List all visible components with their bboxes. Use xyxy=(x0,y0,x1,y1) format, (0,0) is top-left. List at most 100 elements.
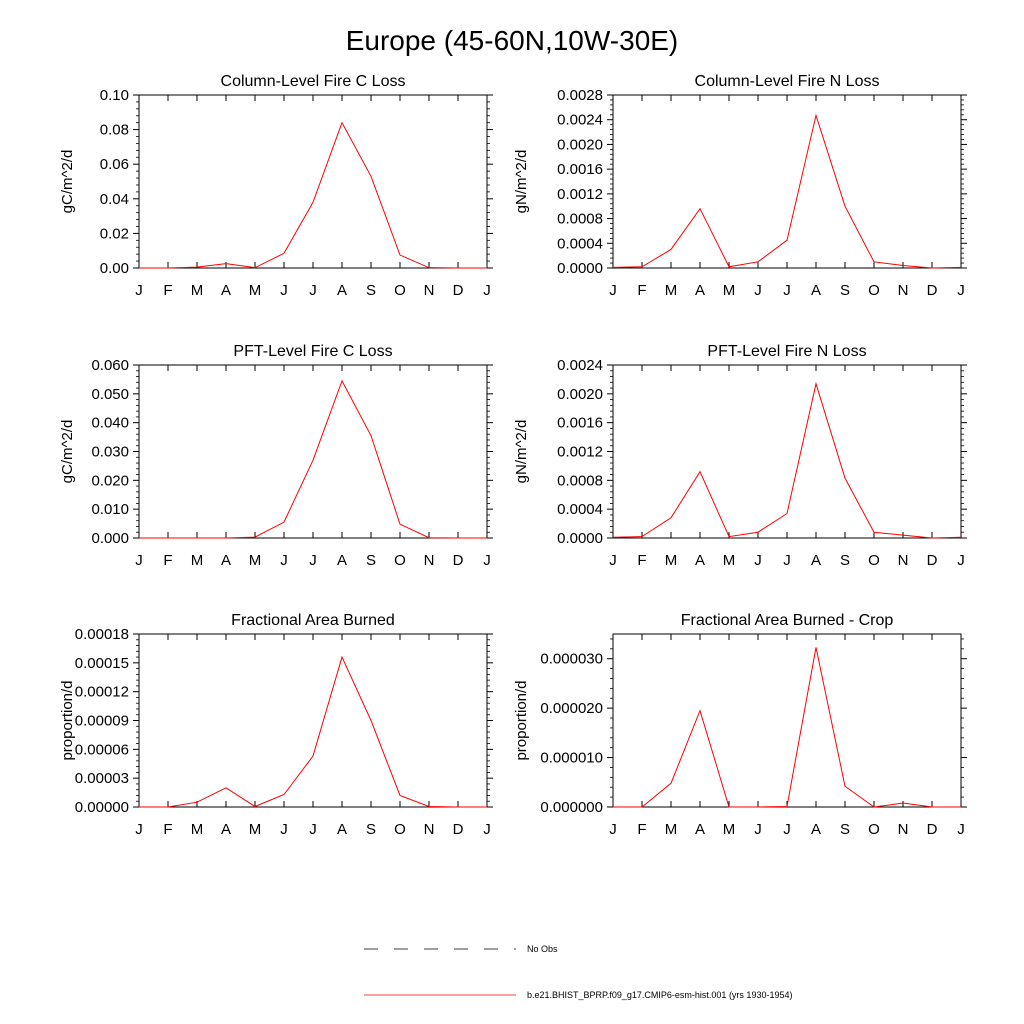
y-tick-label: 0.00000 xyxy=(75,799,129,816)
x-tick-label: A xyxy=(811,282,821,299)
y-tick-label: 0.0012 xyxy=(557,444,603,461)
y-axis-label: gN/m^2/d xyxy=(513,150,530,214)
y-axis-label: proportion/d xyxy=(59,680,76,760)
x-tick-label: J xyxy=(754,552,762,569)
x-tick-label: J xyxy=(309,821,317,838)
plot-frame xyxy=(138,364,488,539)
x-tick-label: J xyxy=(280,821,288,838)
plot-frame xyxy=(612,633,962,808)
x-tick-label: M xyxy=(665,552,678,569)
x-tick-label: S xyxy=(840,282,850,299)
y-tick-label: 0.000010 xyxy=(540,750,603,767)
x-tick-label: O xyxy=(868,282,880,299)
x-tick-label: N xyxy=(898,821,909,838)
x-tick-label: M xyxy=(249,282,262,299)
series-line xyxy=(612,113,962,269)
x-tick-label: A xyxy=(221,282,231,299)
y-tick-label: 0.00003 xyxy=(75,770,129,787)
y-tick-label: 0.060 xyxy=(91,357,129,374)
panel-title: Column-Level Fire C Loss xyxy=(221,73,406,90)
x-tick-label: M xyxy=(665,282,678,299)
y-tick-label: 0.00006 xyxy=(75,741,129,758)
x-tick-label: J xyxy=(609,552,617,569)
x-tick-label: A xyxy=(337,282,347,299)
y-tick-label: 0.08 xyxy=(100,122,129,139)
y-tick-label: 0.00015 xyxy=(75,655,129,672)
x-tick-label: S xyxy=(366,821,376,838)
y-tick-label: 0.0008 xyxy=(557,211,603,228)
series-line xyxy=(612,381,962,539)
x-tick-label: F xyxy=(163,552,172,569)
x-tick-label: J xyxy=(135,821,143,838)
x-tick-label: J xyxy=(783,821,791,838)
x-tick-label: O xyxy=(394,282,406,299)
x-tick-label: F xyxy=(163,282,172,299)
x-tick-label: J xyxy=(135,552,143,569)
x-tick-label: J xyxy=(309,282,317,299)
y-tick-label: 0.0000 xyxy=(557,260,603,277)
y-tick-label: 0.0016 xyxy=(557,415,603,432)
x-tick-label: J xyxy=(483,552,491,569)
x-tick-label: O xyxy=(394,552,406,569)
y-tick-label: 0.000000 xyxy=(540,799,603,816)
x-tick-label: F xyxy=(637,821,646,838)
series-line xyxy=(139,379,487,539)
y-tick-label: 0.06 xyxy=(100,156,129,173)
x-tick-label: A xyxy=(811,821,821,838)
x-tick-label: J xyxy=(754,282,762,299)
plot-frame xyxy=(138,633,488,808)
y-tick-label: 0.0016 xyxy=(557,161,603,178)
y-tick-label: 0.0020 xyxy=(557,386,603,403)
x-tick-label: D xyxy=(927,282,938,299)
y-tick-label: 0.0004 xyxy=(557,501,603,518)
legend-model-label: b.e21.BHIST_BPRP.f09_g17.CMIP6-esm-hist.… xyxy=(527,990,792,1000)
y-tick-label: 0.000020 xyxy=(540,700,603,717)
y-tick-label: 0.0024 xyxy=(557,357,603,374)
y-tick-label: 0.10 xyxy=(100,87,129,104)
x-tick-label: O xyxy=(394,821,406,838)
x-tick-label: N xyxy=(898,552,909,569)
x-tick-label: J xyxy=(609,821,617,838)
panel-title: Fractional Area Burned xyxy=(231,612,395,629)
x-tick-label: J xyxy=(483,821,491,838)
x-tick-label: J xyxy=(957,282,965,299)
x-tick-label: J xyxy=(783,282,791,299)
x-tick-label: M xyxy=(191,821,204,838)
x-tick-label: M xyxy=(249,552,262,569)
plot-frame xyxy=(612,94,962,269)
y-tick-label: 0.050 xyxy=(91,386,129,403)
figure-title: Europe (45-60N,10W-30E) xyxy=(346,25,679,56)
x-tick-label: F xyxy=(163,821,172,838)
x-tick-label: M xyxy=(191,282,204,299)
x-tick-label: A xyxy=(695,821,705,838)
y-tick-label: 0.00012 xyxy=(75,684,129,701)
x-tick-label: J xyxy=(754,821,762,838)
x-tick-label: D xyxy=(453,282,464,299)
y-tick-label: 0.02 xyxy=(100,225,129,242)
x-tick-label: A xyxy=(221,552,231,569)
x-tick-label: J xyxy=(280,282,288,299)
y-tick-label: 0.020 xyxy=(91,472,129,489)
x-tick-label: M xyxy=(723,282,736,299)
x-tick-label: O xyxy=(868,552,880,569)
y-tick-label: 0.000030 xyxy=(540,651,603,668)
y-axis-label: gN/m^2/d xyxy=(513,420,530,484)
x-tick-label: D xyxy=(927,821,938,838)
y-tick-label: 0.00018 xyxy=(75,626,129,643)
x-tick-label: A xyxy=(337,821,347,838)
chart-panel-6: Fractional Area Burned - Crop proportion/… xyxy=(513,612,967,838)
y-tick-label: 0.04 xyxy=(100,191,129,208)
y-tick-label: 0.00009 xyxy=(75,713,129,730)
x-tick-label: A xyxy=(811,552,821,569)
x-tick-label: O xyxy=(868,821,880,838)
series-line xyxy=(613,647,961,808)
x-tick-label: D xyxy=(927,552,938,569)
y-tick-label: 0.0024 xyxy=(557,112,603,129)
panel-title: PFT-Level Fire N Loss xyxy=(707,343,866,360)
x-tick-label: M xyxy=(723,552,736,569)
x-tick-label: F xyxy=(637,282,646,299)
